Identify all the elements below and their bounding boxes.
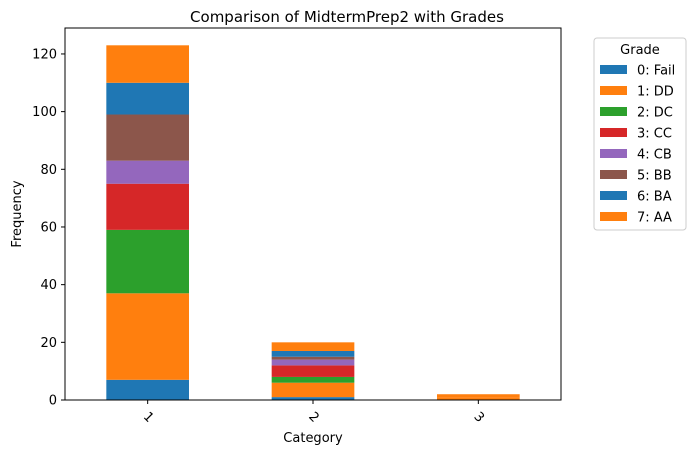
legend-label: 7: AA xyxy=(637,211,672,226)
x-tick-label: 3 xyxy=(471,409,487,425)
y-tick-label: 120 xyxy=(32,47,57,62)
legend-label: 0: Fail xyxy=(637,64,675,79)
y-tick-label: 100 xyxy=(32,105,57,120)
y-axis-title: Frequency xyxy=(10,180,25,247)
bar-segment-cat1-series7 xyxy=(106,45,189,83)
bar-segment-cat3-series1 xyxy=(437,397,520,400)
x-axis-title: Category xyxy=(283,431,343,446)
legend-title: Grade xyxy=(620,43,660,58)
bar-segment-cat1-series3 xyxy=(106,183,189,230)
bar-segment-cat1-series1 xyxy=(106,293,189,380)
legend-items: 0: Fail 1: DD 2: DC 3: CC 4: CB 5: BB 6: BA 7: … xyxy=(600,64,675,226)
bar-segment-cat1-series4 xyxy=(106,160,189,184)
y-tick-label: 40 xyxy=(40,278,57,293)
bar-segment-cat2-series6 xyxy=(271,350,355,357)
legend-swatch xyxy=(600,107,627,116)
legend-swatch xyxy=(600,128,627,137)
legend-swatch xyxy=(600,86,627,95)
bar-segment-cat1-series2 xyxy=(106,229,189,294)
x-tick-label: 1 xyxy=(140,409,156,425)
bar-segment-cat2-series4 xyxy=(271,359,355,366)
legend-label: 2: DC xyxy=(637,106,673,121)
bar-segment-cat2-series1 xyxy=(271,382,355,398)
bar-segment-cat2-series5 xyxy=(271,356,355,360)
legend-swatch xyxy=(600,191,627,200)
legend-label: 4: CB xyxy=(637,148,672,163)
legend-swatch xyxy=(600,212,627,221)
y-tick-label: 0 xyxy=(49,394,57,409)
legend-label: 1: DD xyxy=(637,85,674,100)
bar-segment-cat1-series5 xyxy=(106,114,189,161)
legend: Grade 0: Fail 1: DD 2: DC 3: CC 4: CB 5: BB 6:… xyxy=(593,37,687,231)
x-tick-label: 2 xyxy=(305,409,321,425)
bar-segment-cat1-series0 xyxy=(106,379,189,400)
y-tick-label: 60 xyxy=(40,220,57,235)
bar-segment-cat2-series2 xyxy=(271,376,355,383)
chart-title: Comparison of MidtermPrep2 with Grades xyxy=(190,8,504,26)
bar-segment-cat3-series7 xyxy=(437,394,520,398)
bar-segment-cat2-series7 xyxy=(271,342,355,351)
x-axis: 1 2 3 xyxy=(140,400,487,426)
y-tick-label: 20 xyxy=(40,336,57,351)
bar-segment-cat1-series6 xyxy=(106,82,189,115)
y-axis: 0 20 40 60 80 100 120 xyxy=(32,47,65,409)
legend-swatch xyxy=(600,170,627,179)
bar-segment-cat2-series0 xyxy=(271,397,355,400)
bar-segment-cat2-series3 xyxy=(271,365,355,377)
legend-label: 3: CC xyxy=(637,127,672,142)
legend-swatch xyxy=(600,149,627,158)
legend-swatch xyxy=(600,65,627,74)
legend-label: 5: BB xyxy=(637,169,672,184)
y-tick-label: 80 xyxy=(40,163,57,178)
legend-label: 6: BA xyxy=(637,190,672,205)
bars-group xyxy=(106,45,520,400)
